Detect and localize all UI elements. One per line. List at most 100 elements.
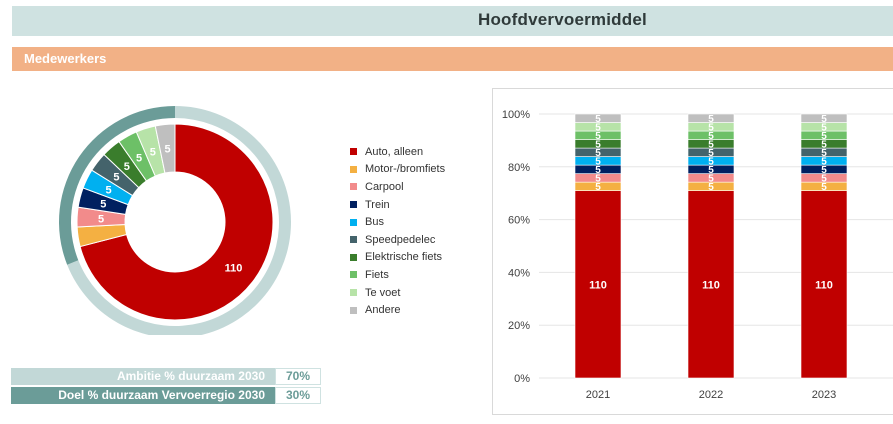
x-tick-label: 2022 — [699, 389, 723, 401]
kpi-goal-value: 30% — [275, 387, 321, 404]
outer-ring-sustainable — [58, 106, 175, 265]
bar-data-label: 110 — [815, 279, 833, 291]
donut-data-label: 5 — [124, 161, 130, 173]
bar-segment-andere — [687, 113, 735, 123]
bar-segment-auto-alleen — [574, 190, 622, 379]
kpi-goal-row: Doel % duurzaam Vervoerregio 2030 30% — [11, 387, 321, 404]
legend-label: Bus — [365, 216, 384, 229]
y-tick-label: 20% — [508, 320, 530, 332]
legend-label: Trein — [365, 198, 390, 211]
bar-data-label: 110 — [589, 279, 607, 291]
title-bar: Hoofdvervoermiddel — [12, 6, 893, 36]
legend-swatch — [350, 289, 357, 297]
bar-data-label: 5 — [821, 156, 827, 167]
legend-swatch — [350, 201, 357, 209]
bar-data-label: 5 — [821, 139, 827, 150]
donut-data-label: 110 — [225, 262, 243, 274]
donut-data-label: 5 — [105, 184, 111, 196]
bar-data-label: 5 — [708, 156, 714, 167]
kpi-ambition-row: Ambitie % duurzaam 2030 70% — [11, 368, 321, 385]
legend-item-elektrische-fiets: Elektrische fiets — [350, 249, 445, 267]
bar-data-label: 5 — [595, 182, 601, 193]
bar-data-label: 5 — [821, 122, 827, 133]
legend-swatch — [350, 218, 357, 226]
legend-label: Motor-/bromfiets — [365, 163, 446, 176]
bar-data-label: 5 — [595, 148, 601, 159]
bar-data-label: 5 — [595, 173, 601, 184]
bar-data-label: 5 — [821, 165, 827, 176]
legend-item-andere: Andere — [350, 301, 445, 319]
legend-swatch — [350, 271, 357, 279]
legend-swatch — [350, 236, 357, 244]
legend-label: Auto, alleen — [365, 145, 424, 158]
page-title: Hoofdvervoermiddel — [478, 10, 647, 29]
legend-swatch — [350, 253, 357, 261]
legend-label: Fiets — [365, 268, 389, 281]
legend-item-trein: Trein — [350, 196, 445, 214]
legend-label: Andere — [365, 304, 401, 317]
bar-chart-frame — [492, 88, 893, 415]
bar-data-label: 110 — [702, 279, 720, 291]
x-tick-label: 2021 — [586, 389, 610, 401]
kpi-ambition-label: Ambitie % duurzaam 2030 — [11, 368, 275, 385]
kpi-goal-label: Doel % duurzaam Vervoerregio 2030 — [11, 387, 275, 404]
legend-swatch — [350, 183, 357, 191]
donut-slice-auto-alleen — [79, 123, 274, 321]
donut-data-label: 5 — [136, 152, 142, 164]
legend-item-te-voet: Te voet — [350, 284, 445, 302]
bar-segment-auto-alleen — [687, 190, 735, 379]
bar-data-label: 5 — [821, 148, 827, 159]
bar-data-label: 5 — [708, 182, 714, 193]
bar-data-label: 5 — [708, 114, 714, 125]
y-tick-label: 40% — [508, 267, 530, 279]
legend-item-fiets: Fiets — [350, 266, 445, 284]
kpi-ambition-value: 70% — [275, 368, 321, 385]
y-tick-label: 0% — [514, 373, 530, 385]
chart-legend: Auto, alleen Motor-/bromfiets Carpool Trein… — [350, 143, 445, 319]
bar-data-label: 5 — [708, 165, 714, 176]
section-header: Medewerkers — [12, 47, 893, 71]
bar-data-label: 5 — [708, 173, 714, 184]
legend-swatch — [350, 165, 357, 173]
donut-data-label: 5 — [113, 172, 119, 184]
bar-data-label: 5 — [708, 131, 714, 142]
bar-data-label: 5 — [708, 122, 714, 133]
legend-swatch — [350, 306, 357, 314]
legend-label: Te voet — [365, 286, 401, 299]
bar-data-label: 5 — [595, 114, 601, 125]
bar-data-label: 5 — [595, 156, 601, 167]
x-tick-label: 2023 — [812, 389, 836, 401]
section-title: Medewerkers — [24, 51, 107, 66]
bar-segment-andere — [800, 113, 848, 123]
stacked-bar-chart: 0%20%40%60%80%100%1105555555552021110555… — [502, 109, 893, 401]
legend-swatch — [350, 148, 357, 156]
bar-segment-andere — [574, 113, 622, 123]
legend-item-bus: Bus — [350, 213, 445, 231]
y-tick-label: 60% — [508, 215, 530, 227]
donut-data-label: 5 — [98, 213, 104, 225]
bar-data-label: 5 — [708, 139, 714, 150]
bar-data-label: 5 — [595, 139, 601, 150]
bar-data-label: 5 — [821, 131, 827, 142]
legend-label: Speedpedelec — [365, 233, 436, 246]
legend-label: Carpool — [365, 180, 404, 193]
bar-data-label: 5 — [821, 182, 827, 193]
bar-data-label: 5 — [595, 122, 601, 133]
bar-data-label: 5 — [821, 173, 827, 184]
y-tick-label: 100% — [502, 109, 530, 121]
legend-item-motor-bromfiets: Motor-/bromfiets — [350, 161, 445, 179]
y-tick-label: 80% — [508, 162, 530, 174]
bar-data-label: 5 — [821, 114, 827, 125]
bar-data-label: 5 — [595, 131, 601, 142]
donut-slice-andere — [154, 123, 176, 174]
legend-label: Elektrische fiets — [365, 251, 443, 264]
legend-item-carpool: Carpool — [350, 178, 445, 196]
bar-data-label: 5 — [595, 165, 601, 176]
donut-data-label: 5 — [164, 143, 170, 155]
legend-item-auto-alleen: Auto, alleen — [350, 143, 445, 161]
donut-data-label: 5 — [100, 198, 106, 210]
donut-data-label: 5 — [150, 146, 156, 158]
bar-data-label: 5 — [708, 148, 714, 159]
legend-item-speedpedelec: Speedpedelec — [350, 231, 445, 249]
